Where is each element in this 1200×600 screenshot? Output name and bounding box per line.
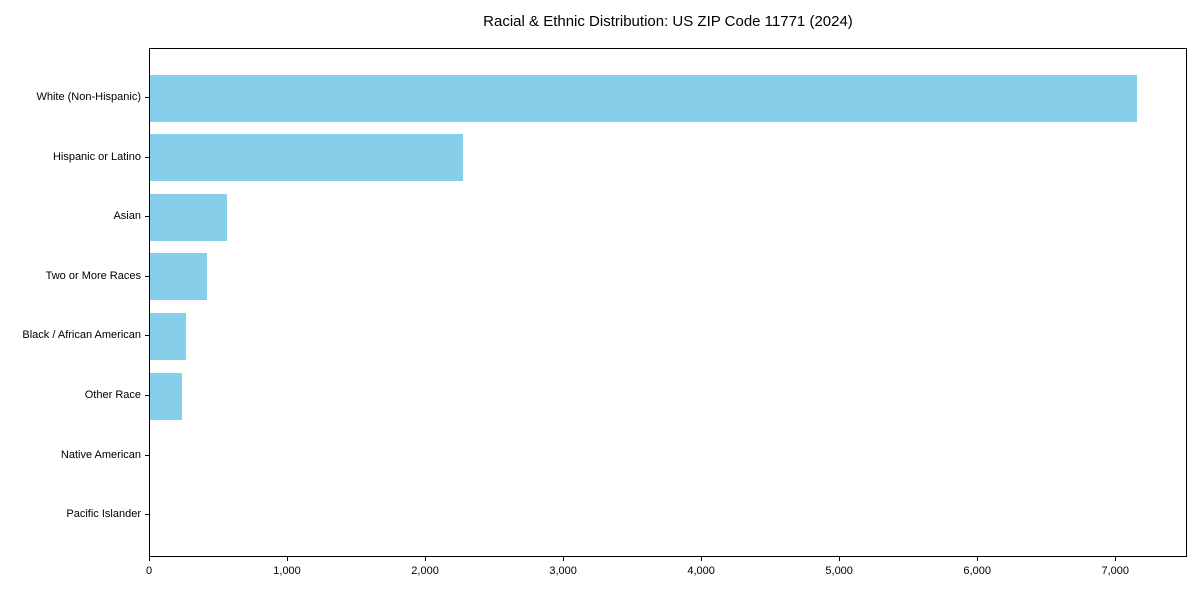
- y-tick-label-two-or-more-races: Two or More Races: [45, 269, 141, 282]
- y-tick-label-pacific-islander: Pacific Islander: [66, 508, 141, 521]
- y-tick-other-race: [145, 395, 149, 396]
- bar-asian: [150, 193, 228, 241]
- y-tick-white-non-hispanic: [145, 97, 149, 98]
- x-tick-2000: [425, 557, 427, 561]
- x-tick-label-0: 0: [145, 565, 153, 577]
- bar-black-african-american: [150, 312, 186, 360]
- y-tick-black-african-american: [145, 335, 149, 337]
- x-tick-label-6000: 6,000: [963, 565, 991, 577]
- x-tick-5000: [839, 557, 841, 561]
- y-tick-pacific-islander: [145, 514, 149, 516]
- y-tick-two-or-more-races: [145, 275, 149, 277]
- x-tick-0: [149, 557, 150, 561]
- x-tick-label-1000: 1,000: [273, 565, 301, 577]
- y-tick-label-hispanic-or-latino: Hispanic or Latino: [52, 150, 141, 163]
- y-tick-native-american: [145, 454, 149, 456]
- x-tick-label-3000: 3,000: [549, 565, 577, 577]
- x-tick-1000: [287, 557, 289, 561]
- bar-other-race: [150, 372, 182, 420]
- x-tick-label-5000: 5,000: [825, 565, 853, 577]
- bar-two-or-more-races: [150, 253, 208, 301]
- y-tick-label-asian: Asian: [113, 210, 141, 223]
- bar-white-non-hispanic: [150, 74, 1137, 122]
- x-tick-label-2000: 2,000: [411, 565, 439, 577]
- x-tick-6000: [977, 557, 979, 561]
- x-tick-label-4000: 4,000: [687, 565, 715, 577]
- y-tick-hispanic-or-latino: [145, 156, 149, 158]
- x-tick-4000: [701, 557, 703, 561]
- y-tick-label-white-non-hispanic: White (Non-Hispanic): [36, 91, 141, 103]
- y-tick-label-native-american: Native American: [60, 448, 141, 461]
- y-tick-asian: [145, 216, 149, 218]
- x-tick-label-7000: 7,000: [1101, 565, 1129, 577]
- y-tick-label-black-african-american: Black / African American: [22, 329, 141, 342]
- bar-hispanic-or-latino: [150, 134, 464, 182]
- plot-area: [149, 48, 1187, 557]
- x-tick-7000: [1115, 557, 1117, 561]
- y-tick-label-other-race: Other Race: [84, 389, 141, 401]
- chart-title: Racial & Ethnic Distribution: US ZIP Cod…: [483, 13, 853, 30]
- x-tick-3000: [563, 557, 565, 561]
